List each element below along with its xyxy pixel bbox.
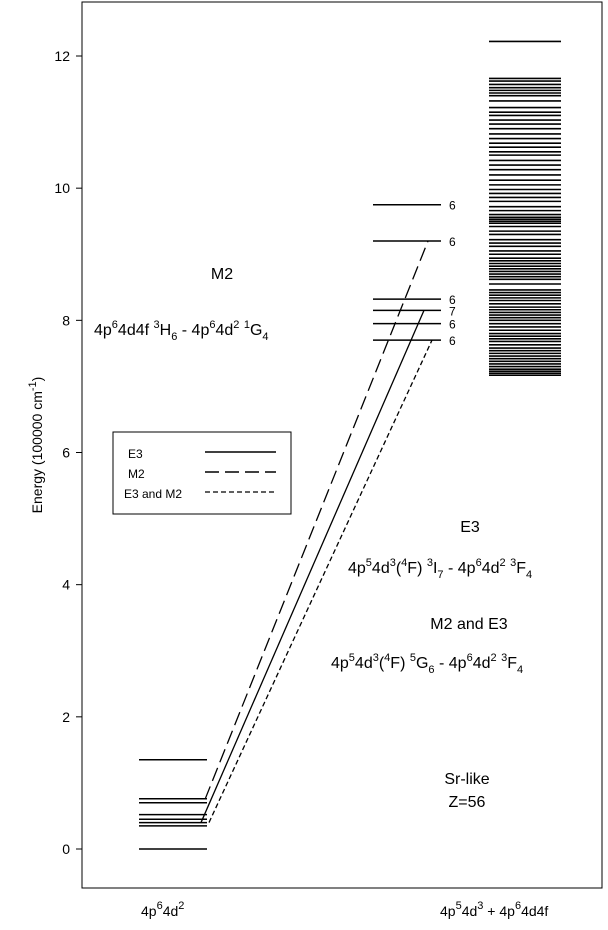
legend: E3 M2 E3 and M2 <box>112 431 292 515</box>
excited-level-label-1: 6 <box>449 235 456 249</box>
y-tick-label-2: 2 <box>62 709 70 725</box>
y-axis-title-close: ) <box>29 377 45 382</box>
y-tick-label-8: 8 <box>62 312 70 328</box>
transition-e3-and-m2 <box>208 339 433 823</box>
excited-level-label-0: 6 <box>449 199 456 213</box>
x-label-ground-config: 4p64d2 <box>141 900 184 919</box>
excited-level-label-2: 6 <box>449 293 456 307</box>
annotation-e3-title: E3 <box>460 519 480 536</box>
legend-label-e3: E3 <box>128 447 143 461</box>
x-label-excited-config: 4p54d3 + 4p64d4f <box>440 900 548 919</box>
y-tick-label-12: 12 <box>54 48 70 64</box>
y-tick-label-10: 10 <box>54 180 70 196</box>
transition-e3 <box>200 310 425 823</box>
transition-m2 <box>204 240 429 800</box>
plot-frame <box>81 1 603 889</box>
annotation-m2e3-transition: 4p54d3(4F) 5G6 - 4p64d2 3F4 <box>331 652 523 676</box>
annotation-m2-transition: 4p64d4f 3H6 - 4p64d2 1G4 <box>94 319 269 343</box>
y-axis-title-sup: -1 <box>27 381 39 391</box>
legend-label-e3-and-m2: E3 and M2 <box>124 487 182 501</box>
ground-config-levels <box>139 759 207 850</box>
excited-dense-levels <box>489 40 561 376</box>
excited-level-label-5: 6 <box>449 334 456 348</box>
annotation-sr-like: Sr-like <box>444 771 489 788</box>
annotation-z: Z=56 <box>449 794 486 811</box>
legend-box <box>112 431 292 515</box>
y-axis-title-text: Energy (100000 cm <box>29 391 45 513</box>
y-tick-label-0: 0 <box>62 841 70 857</box>
legend-label-m2: M2 <box>128 467 145 481</box>
y-axis-title: Energy (100000 cm-1) <box>27 377 45 514</box>
excited-level-label-4: 6 <box>449 318 456 332</box>
annotation-m2-title: M2 <box>211 266 233 283</box>
transition-lines <box>200 240 433 823</box>
excited-level-label-3: 7 <box>449 304 456 318</box>
annotation-m2e3-title: M2 and E3 <box>430 616 507 633</box>
y-tick-label-6: 6 <box>62 445 70 461</box>
y-tick-label-4: 4 <box>62 577 70 593</box>
annotation-e3-transition: 4p54d3(4F) 3I7 - 4p64d2 3F4 <box>348 557 532 581</box>
y-axis: 0 2 4 6 8 10 12 <box>54 48 82 857</box>
